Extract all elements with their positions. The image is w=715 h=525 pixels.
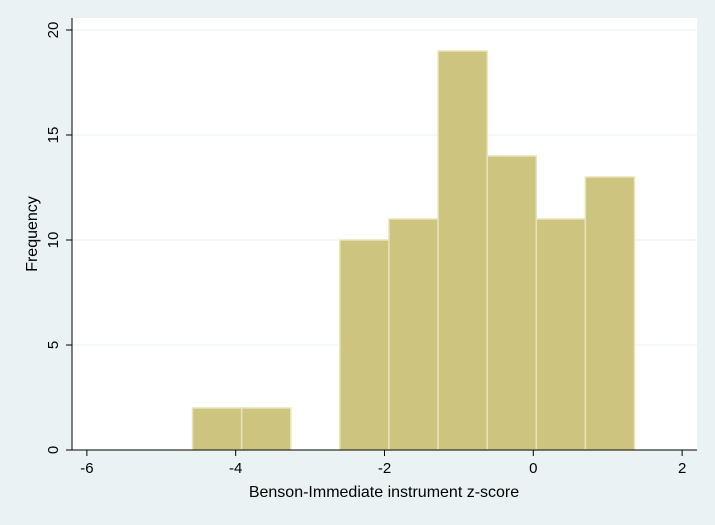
histogram-bar-3 [388,218,439,451]
histogram-bar-6 [535,218,587,451]
x-tick-label-2: -2 [378,460,391,477]
histogram-bar-0 [191,407,243,451]
x-tick-label-0: -6 [80,460,93,477]
histogram-bar-2 [339,239,390,451]
histogram-bar-1 [240,407,292,451]
y-tick-label-2: 10 [45,232,62,249]
y-tick-label-3: 15 [45,127,62,144]
histogram-bar-7 [584,176,636,451]
histogram-bar-4 [437,50,488,451]
histogram-bar-5 [486,155,538,451]
y-axis-label: Frequency [24,196,41,272]
x-tick-label-3: 0 [529,460,537,477]
x-tick-label-1: -4 [229,460,242,477]
x-tick-label-4: 2 [678,460,686,477]
y-tick-label-4: 20 [45,22,62,39]
y-tick-label-0: 0 [45,446,62,454]
y-tick-label-1: 5 [45,341,62,349]
axes-group: 0 5 10 15 20 -6 -4 -2 0 2 [45,18,697,477]
x-axis-label: Benson-Immediate instrument z-score [249,484,519,501]
